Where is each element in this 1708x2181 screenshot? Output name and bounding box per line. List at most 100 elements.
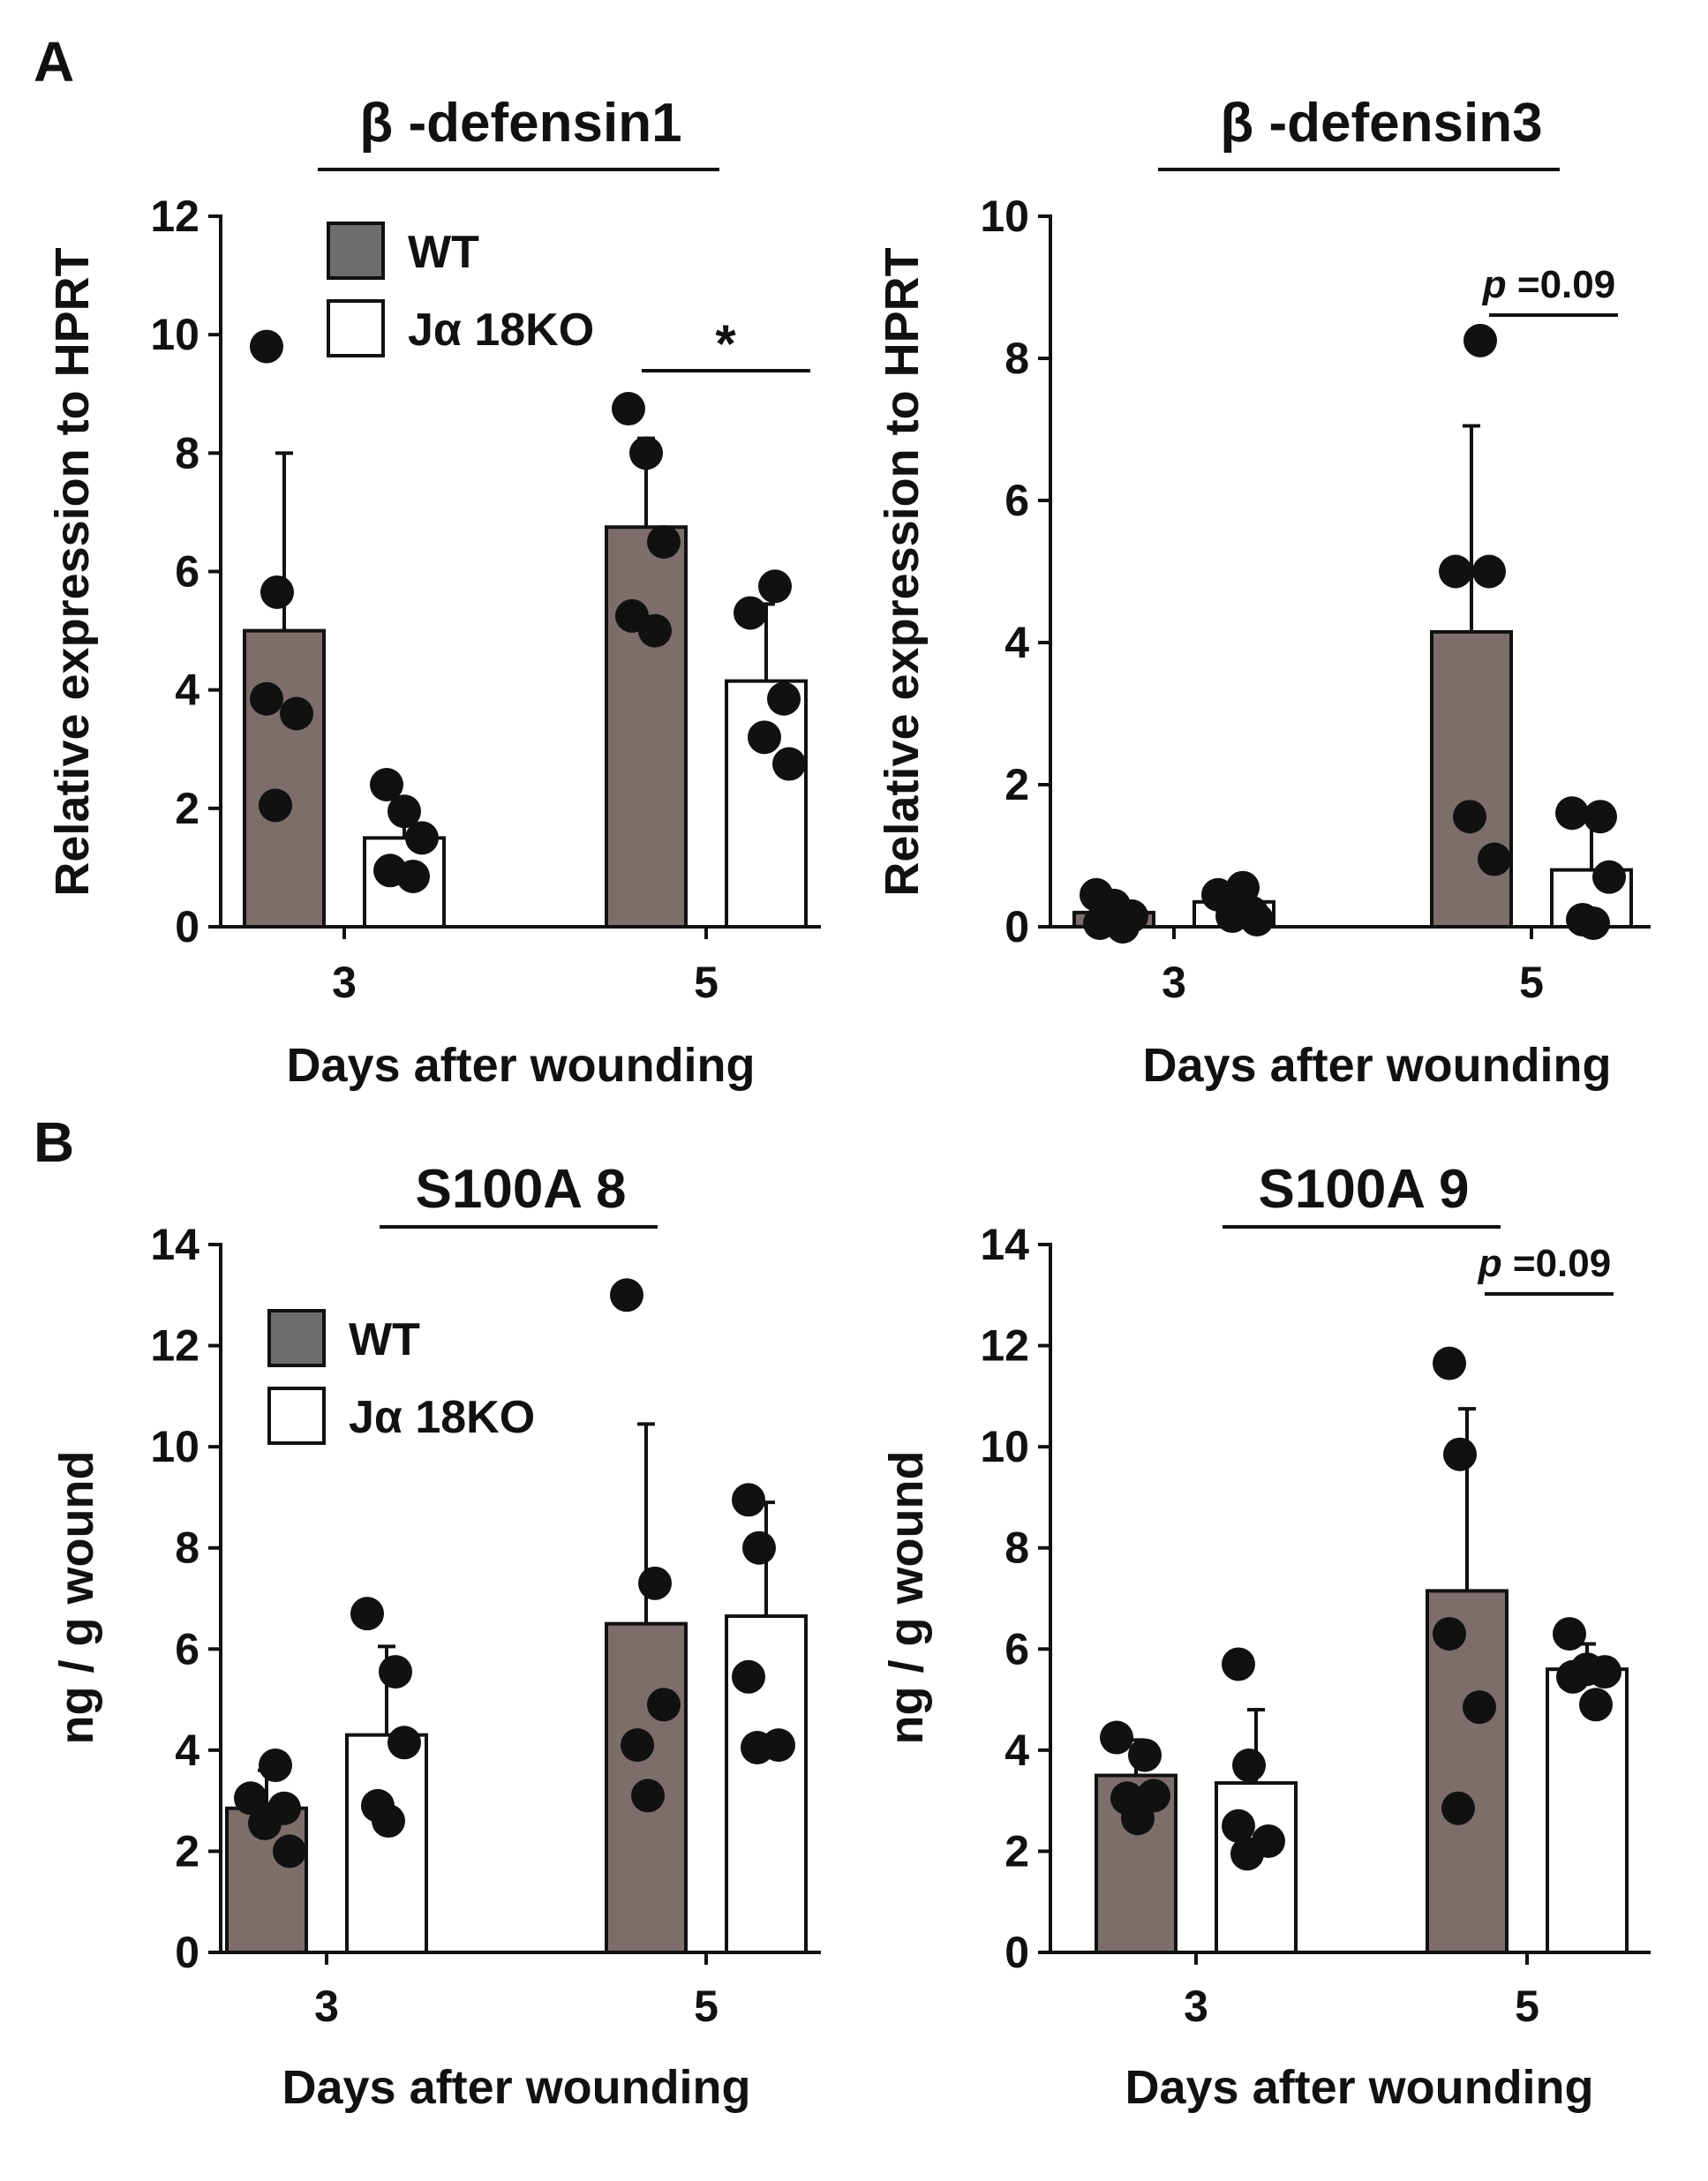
data-point bbox=[1128, 1738, 1162, 1772]
bar bbox=[1430, 629, 1513, 929]
x-tick-label: 3 bbox=[314, 1982, 339, 2031]
y-tick-label: 0 bbox=[175, 1928, 199, 1977]
data-point bbox=[1433, 1617, 1466, 1651]
bar bbox=[725, 679, 808, 929]
y-tick-label: 4 bbox=[1004, 1726, 1029, 1775]
y-axis-label: ng / g wound bbox=[50, 1451, 103, 1745]
data-point bbox=[1222, 1647, 1255, 1681]
y-tick-label: 4 bbox=[175, 666, 199, 715]
chart-title: β -defensin1 bbox=[359, 93, 681, 154]
y-tick-label: 2 bbox=[1004, 760, 1029, 809]
x-tick-label: 3 bbox=[1162, 958, 1186, 1007]
bar bbox=[1546, 1667, 1629, 1954]
x-axis-label: Days after wounding bbox=[1142, 1039, 1611, 1092]
chart-title: S100A 9 bbox=[1259, 1159, 1470, 1220]
bar bbox=[605, 525, 688, 929]
data-point bbox=[610, 1278, 643, 1312]
x-tick-label: 5 bbox=[694, 958, 719, 1007]
y-tick-label: 8 bbox=[175, 1523, 199, 1573]
data-point bbox=[1478, 842, 1511, 876]
data-point bbox=[631, 1779, 665, 1813]
data-point bbox=[396, 859, 430, 893]
y-tick-label: 12 bbox=[150, 192, 199, 241]
y-tick-label: 2 bbox=[175, 1826, 199, 1876]
y-axis-label: ng / g wound bbox=[880, 1451, 933, 1745]
legend-swatch-ko bbox=[267, 1387, 326, 1445]
y-tick-label: 0 bbox=[1004, 902, 1029, 951]
data-point bbox=[1453, 800, 1486, 834]
y-tick-label: 10 bbox=[980, 1422, 1029, 1471]
significance-p-symbol: p bbox=[1482, 263, 1517, 306]
chart-title: β -defensin3 bbox=[1220, 93, 1542, 154]
significance-value: =0.09 bbox=[1517, 263, 1615, 306]
data-point bbox=[1579, 1688, 1613, 1722]
y-tick-label: 6 bbox=[175, 547, 199, 597]
data-point bbox=[1555, 796, 1589, 831]
data-point bbox=[1106, 910, 1140, 944]
significance-value: =0.09 bbox=[1513, 1242, 1611, 1285]
x-axis-label: Days after wounding bbox=[286, 1039, 755, 1092]
data-point bbox=[621, 1728, 654, 1763]
y-tick-label: 12 bbox=[150, 1321, 199, 1371]
y-tick-label: 6 bbox=[1004, 1624, 1029, 1673]
significance-label: * bbox=[715, 314, 736, 373]
data-point bbox=[1439, 554, 1472, 589]
y-tick-label: 14 bbox=[980, 1220, 1029, 1269]
data-point bbox=[732, 1659, 765, 1694]
chart-title: S100A 8 bbox=[416, 1159, 627, 1220]
data-point bbox=[647, 524, 681, 559]
y-tick-label: 10 bbox=[150, 1422, 199, 1471]
y-tick-label: 8 bbox=[1004, 1523, 1029, 1573]
x-tick-label: 5 bbox=[1515, 1982, 1539, 2031]
y-tick-label: 2 bbox=[175, 784, 199, 833]
data-point bbox=[612, 392, 645, 426]
bar bbox=[345, 1733, 428, 1954]
data-point bbox=[1441, 1791, 1475, 1825]
data-point bbox=[1100, 1720, 1133, 1755]
data-point bbox=[259, 788, 292, 823]
data-point bbox=[405, 821, 439, 855]
legend-label-wt: WT bbox=[349, 1314, 420, 1365]
chart-s100a8: S100A 8 0 2 4 6 8 10 12 14 3 5 Days after wounding n… bbox=[50, 1159, 821, 2114]
y-tick-label: 8 bbox=[175, 428, 199, 478]
legend-swatch-ko bbox=[327, 299, 385, 357]
data-point bbox=[734, 596, 767, 630]
data-point bbox=[1433, 1346, 1466, 1380]
data-point bbox=[1472, 554, 1506, 589]
chart-beta-defensin1: β -defensin1 0 2 4 6 8 10 12 3 5 Days after woundi… bbox=[46, 93, 821, 1092]
data-point bbox=[273, 1834, 306, 1869]
data-point bbox=[372, 1804, 405, 1839]
data-point bbox=[629, 436, 663, 470]
y-tick-label: 12 bbox=[980, 1321, 1029, 1371]
data-point bbox=[350, 1597, 384, 1631]
data-point bbox=[1463, 1690, 1496, 1725]
data-point bbox=[638, 1566, 672, 1600]
data-point bbox=[1556, 1659, 1590, 1694]
data-point bbox=[387, 794, 421, 829]
data-point bbox=[758, 569, 792, 604]
data-point bbox=[370, 768, 403, 801]
x-tick-label: 5 bbox=[1519, 958, 1544, 1007]
significance-p-symbol: p bbox=[1478, 1242, 1513, 1285]
y-axis-label: Relative expression to HPRT bbox=[46, 247, 99, 896]
chart-beta-defensin3: β -defensin3 0 2 4 6 8 10 3 5 Days after wounding… bbox=[876, 93, 1651, 1092]
bar bbox=[1426, 1589, 1509, 1954]
x-tick-label: 5 bbox=[694, 1982, 719, 2031]
legend-label-ko: Jα 18KO bbox=[349, 1392, 535, 1443]
data-point bbox=[748, 720, 781, 755]
y-tick-label: 6 bbox=[175, 1624, 199, 1673]
y-tick-label: 0 bbox=[1004, 1928, 1029, 1977]
legend-label-ko: Jα 18KO bbox=[408, 305, 594, 356]
bar bbox=[243, 628, 326, 929]
data-point bbox=[732, 1483, 765, 1517]
y-tick-label: 10 bbox=[980, 192, 1029, 241]
x-tick-label: 3 bbox=[1184, 1982, 1208, 2031]
chart-s100a9: S100A 9 0 2 4 6 8 10 12 14 3 5 Days after wounding n… bbox=[880, 1159, 1651, 2114]
data-point bbox=[1121, 1801, 1155, 1836]
y-tick-label: 0 bbox=[175, 902, 199, 951]
data-point bbox=[1588, 1655, 1621, 1689]
data-point bbox=[248, 1806, 282, 1840]
panel-letter-a: A bbox=[34, 30, 74, 94]
data-point bbox=[250, 681, 283, 716]
significance-label: p =0.09 bbox=[1478, 1242, 1611, 1285]
